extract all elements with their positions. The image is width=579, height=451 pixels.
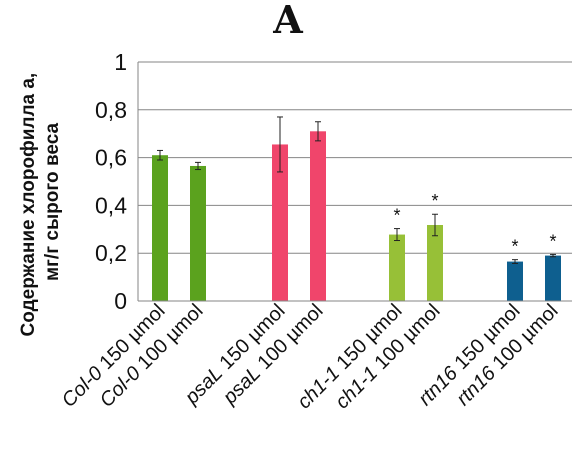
bars <box>152 131 561 301</box>
error-bars <box>157 116 556 264</box>
y-tick-label: 1 <box>114 49 127 75</box>
significance-star: * <box>393 206 400 226</box>
significance-star: * <box>511 237 518 257</box>
bar <box>545 255 561 301</box>
bar <box>310 131 326 301</box>
significance-star: * <box>549 231 556 251</box>
y-axis-label: Содержание хлорофилла а, мг/г сырого вес… <box>18 68 63 337</box>
y-tick-labels: 0 0,2 0,4 0,6 0,8 1 <box>95 49 127 314</box>
bar <box>190 165 206 301</box>
significance-markers: * * * * <box>393 191 556 256</box>
bar <box>427 224 443 301</box>
bar <box>507 261 523 301</box>
significance-star: * <box>431 191 438 211</box>
y-tick-label: 0,6 <box>95 145 127 171</box>
y-tick-label: 0,4 <box>95 192 127 218</box>
y-tick-label: 0,2 <box>95 240 127 266</box>
y-axis-label-line-1: Содержание хлорофилла а, <box>18 73 39 337</box>
y-axis-label-line-2: мг/г сырого веса <box>42 123 63 282</box>
y-tick-label: 0 <box>114 288 127 314</box>
y-tick-label: 0,8 <box>95 97 127 123</box>
bar <box>152 155 168 301</box>
bar <box>272 144 288 301</box>
panel-letter: A <box>272 0 303 42</box>
bar <box>389 234 405 301</box>
gridlines <box>138 61 572 254</box>
